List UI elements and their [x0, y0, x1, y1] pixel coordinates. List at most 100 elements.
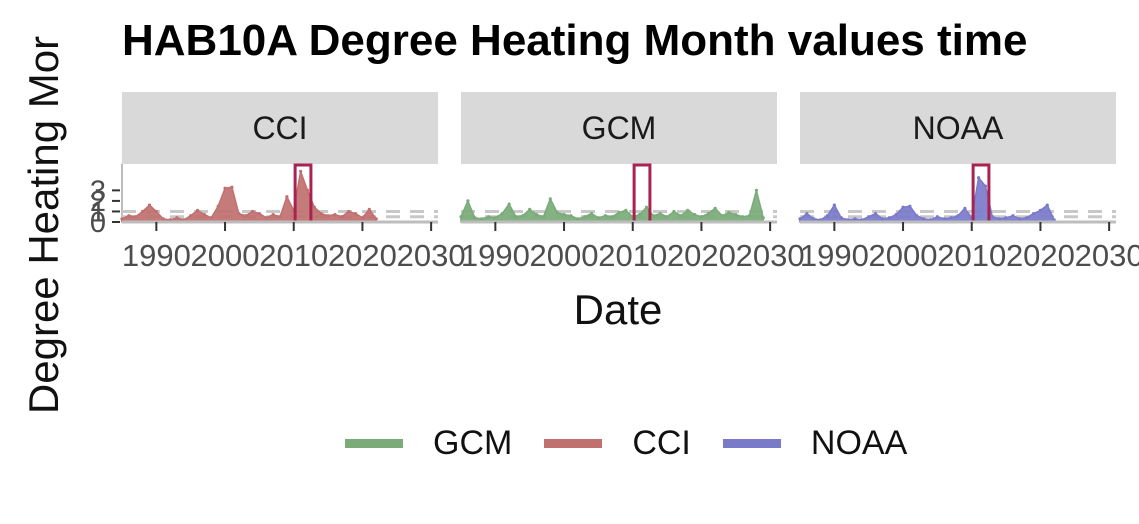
data-point — [651, 214, 655, 218]
data-point — [1045, 203, 1049, 207]
data-point — [360, 216, 365, 220]
data-point — [244, 214, 248, 218]
data-point — [741, 215, 745, 219]
x-tick-label: 2020 — [328, 238, 397, 273]
data-point — [514, 215, 518, 219]
data-point — [935, 215, 939, 219]
data-point — [1004, 216, 1008, 220]
x-tick-label: 2010 — [937, 238, 1006, 273]
data-point — [672, 209, 676, 214]
data-point — [257, 211, 261, 216]
data-point — [644, 205, 649, 209]
data-point — [230, 185, 234, 189]
facet-strip-label: NOAA — [913, 110, 1004, 146]
legend-key — [345, 439, 403, 448]
data-point — [120, 217, 124, 221]
data-point — [500, 211, 504, 216]
data-point — [798, 217, 802, 221]
data-point — [761, 216, 765, 220]
data-point — [347, 209, 351, 214]
data-point — [589, 211, 594, 216]
data-point — [562, 213, 566, 217]
data-point — [692, 213, 697, 217]
data-point — [747, 214, 752, 218]
facet-strip-cci — [122, 92, 438, 164]
data-point — [949, 216, 953, 220]
legend-item-gcm: GCM — [345, 424, 512, 463]
data-point — [901, 205, 905, 209]
x-tick-label: 2010 — [259, 238, 328, 273]
data-point — [839, 216, 843, 220]
data-point — [333, 213, 337, 217]
data-point — [134, 215, 138, 219]
data-point — [610, 215, 614, 219]
data-point — [754, 188, 758, 192]
data-point — [1018, 217, 1022, 221]
data-point — [699, 215, 704, 219]
data-point — [299, 169, 303, 173]
data-point — [473, 216, 477, 220]
data-point — [340, 215, 344, 219]
data-point — [956, 214, 960, 218]
legend-key — [722, 439, 781, 448]
y-tick-label: 3 — [90, 175, 106, 207]
data-point — [576, 217, 580, 221]
x-tick-label: 1990 — [800, 238, 869, 273]
legend-item-cci: CCI — [544, 424, 691, 463]
data-point — [278, 215, 282, 219]
data-point — [154, 209, 158, 214]
data-point — [1011, 214, 1015, 218]
data-point — [223, 186, 227, 190]
data-point — [624, 208, 628, 212]
y-tick-label: 2 — [90, 186, 106, 218]
data-point — [264, 216, 268, 220]
data-point — [686, 208, 690, 212]
x-tick-label: 2000 — [869, 238, 938, 273]
data-point — [812, 217, 816, 221]
x-tick-label: 1990 — [461, 238, 530, 273]
data-point — [161, 217, 165, 221]
data-point — [147, 203, 152, 207]
x-axis-label: Date — [573, 286, 663, 333]
chart-title: HAB10A Degree Heating Month values time — [122, 16, 1028, 65]
data-point — [541, 215, 546, 219]
facet-strip-label: GCM — [582, 110, 657, 146]
data-point — [493, 216, 497, 220]
legend-item-noaa: NOAA — [722, 424, 908, 463]
data-point — [583, 215, 587, 219]
data-point — [977, 176, 981, 180]
data-point — [141, 209, 145, 214]
data-point — [209, 216, 213, 220]
data-point — [617, 210, 621, 215]
data-point — [374, 217, 378, 221]
data-point — [195, 208, 200, 212]
x-tick-label: 2020 — [1006, 238, 1075, 273]
data-point — [873, 211, 878, 216]
data-point — [459, 215, 463, 219]
data-point — [271, 213, 275, 217]
data-point — [555, 210, 559, 215]
data-point — [466, 199, 470, 203]
facet-strip-noaa — [800, 92, 1116, 164]
data-point — [867, 215, 871, 219]
data-point — [805, 211, 809, 216]
data-point — [942, 217, 946, 221]
data-point — [569, 214, 573, 218]
x-tick-label: 2030 — [1075, 238, 1139, 273]
data-point — [528, 207, 532, 211]
data-point — [734, 213, 738, 217]
data-point — [922, 217, 926, 221]
data-point — [908, 204, 912, 208]
data-point — [507, 202, 511, 206]
data-point — [720, 214, 724, 218]
legend-label: NOAA — [810, 424, 908, 462]
data-point — [665, 215, 669, 219]
data-point — [825, 214, 830, 218]
x-tick-label: 2010 — [598, 238, 667, 273]
facet-strip-gcm — [461, 92, 777, 164]
data-point — [216, 204, 220, 208]
legend-label: CCI — [632, 424, 691, 462]
data-point — [250, 209, 255, 214]
data-point — [202, 213, 207, 217]
